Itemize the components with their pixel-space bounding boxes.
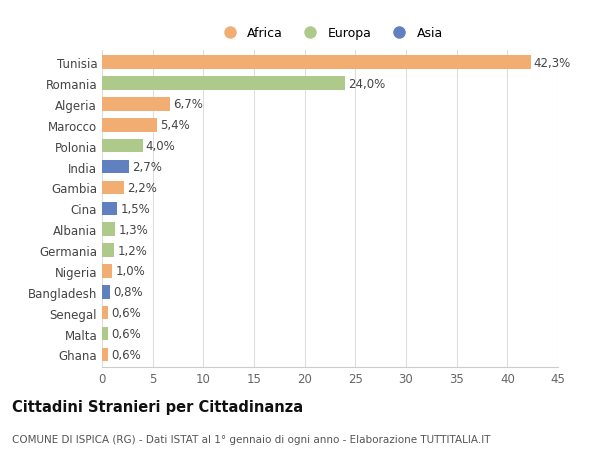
Bar bbox=[102, 223, 115, 236]
Bar bbox=[102, 98, 170, 112]
Bar bbox=[102, 348, 108, 362]
Text: 1,3%: 1,3% bbox=[118, 223, 148, 236]
Bar bbox=[102, 77, 345, 90]
Text: 0,6%: 0,6% bbox=[111, 348, 141, 361]
Text: 24,0%: 24,0% bbox=[348, 78, 385, 90]
Bar bbox=[102, 181, 124, 195]
Text: COMUNE DI ISPICA (RG) - Dati ISTAT al 1° gennaio di ogni anno - Elaborazione TUT: COMUNE DI ISPICA (RG) - Dati ISTAT al 1°… bbox=[12, 434, 491, 444]
Text: 1,2%: 1,2% bbox=[117, 244, 147, 257]
Text: 5,4%: 5,4% bbox=[160, 119, 190, 132]
Bar bbox=[102, 264, 112, 278]
Bar bbox=[102, 202, 117, 216]
Text: 6,7%: 6,7% bbox=[173, 98, 203, 111]
Text: Cittadini Stranieri per Cittadinanza: Cittadini Stranieri per Cittadinanza bbox=[12, 399, 303, 414]
Bar bbox=[102, 306, 108, 320]
Bar bbox=[102, 140, 143, 153]
Bar bbox=[102, 285, 110, 299]
Bar bbox=[102, 327, 108, 341]
Text: 1,0%: 1,0% bbox=[115, 265, 145, 278]
Bar bbox=[102, 56, 530, 70]
Text: 4,0%: 4,0% bbox=[146, 140, 175, 153]
Bar bbox=[102, 160, 130, 174]
Text: 2,2%: 2,2% bbox=[127, 181, 157, 195]
Text: 0,6%: 0,6% bbox=[111, 307, 141, 319]
Text: 0,6%: 0,6% bbox=[111, 327, 141, 340]
Text: 2,7%: 2,7% bbox=[133, 161, 162, 174]
Legend: Africa, Europa, Asia: Africa, Europa, Asia bbox=[212, 22, 448, 45]
Text: 42,3%: 42,3% bbox=[533, 56, 571, 69]
Bar bbox=[102, 119, 157, 132]
Text: 1,5%: 1,5% bbox=[120, 202, 150, 215]
Bar bbox=[102, 244, 114, 257]
Text: 0,8%: 0,8% bbox=[113, 285, 143, 299]
